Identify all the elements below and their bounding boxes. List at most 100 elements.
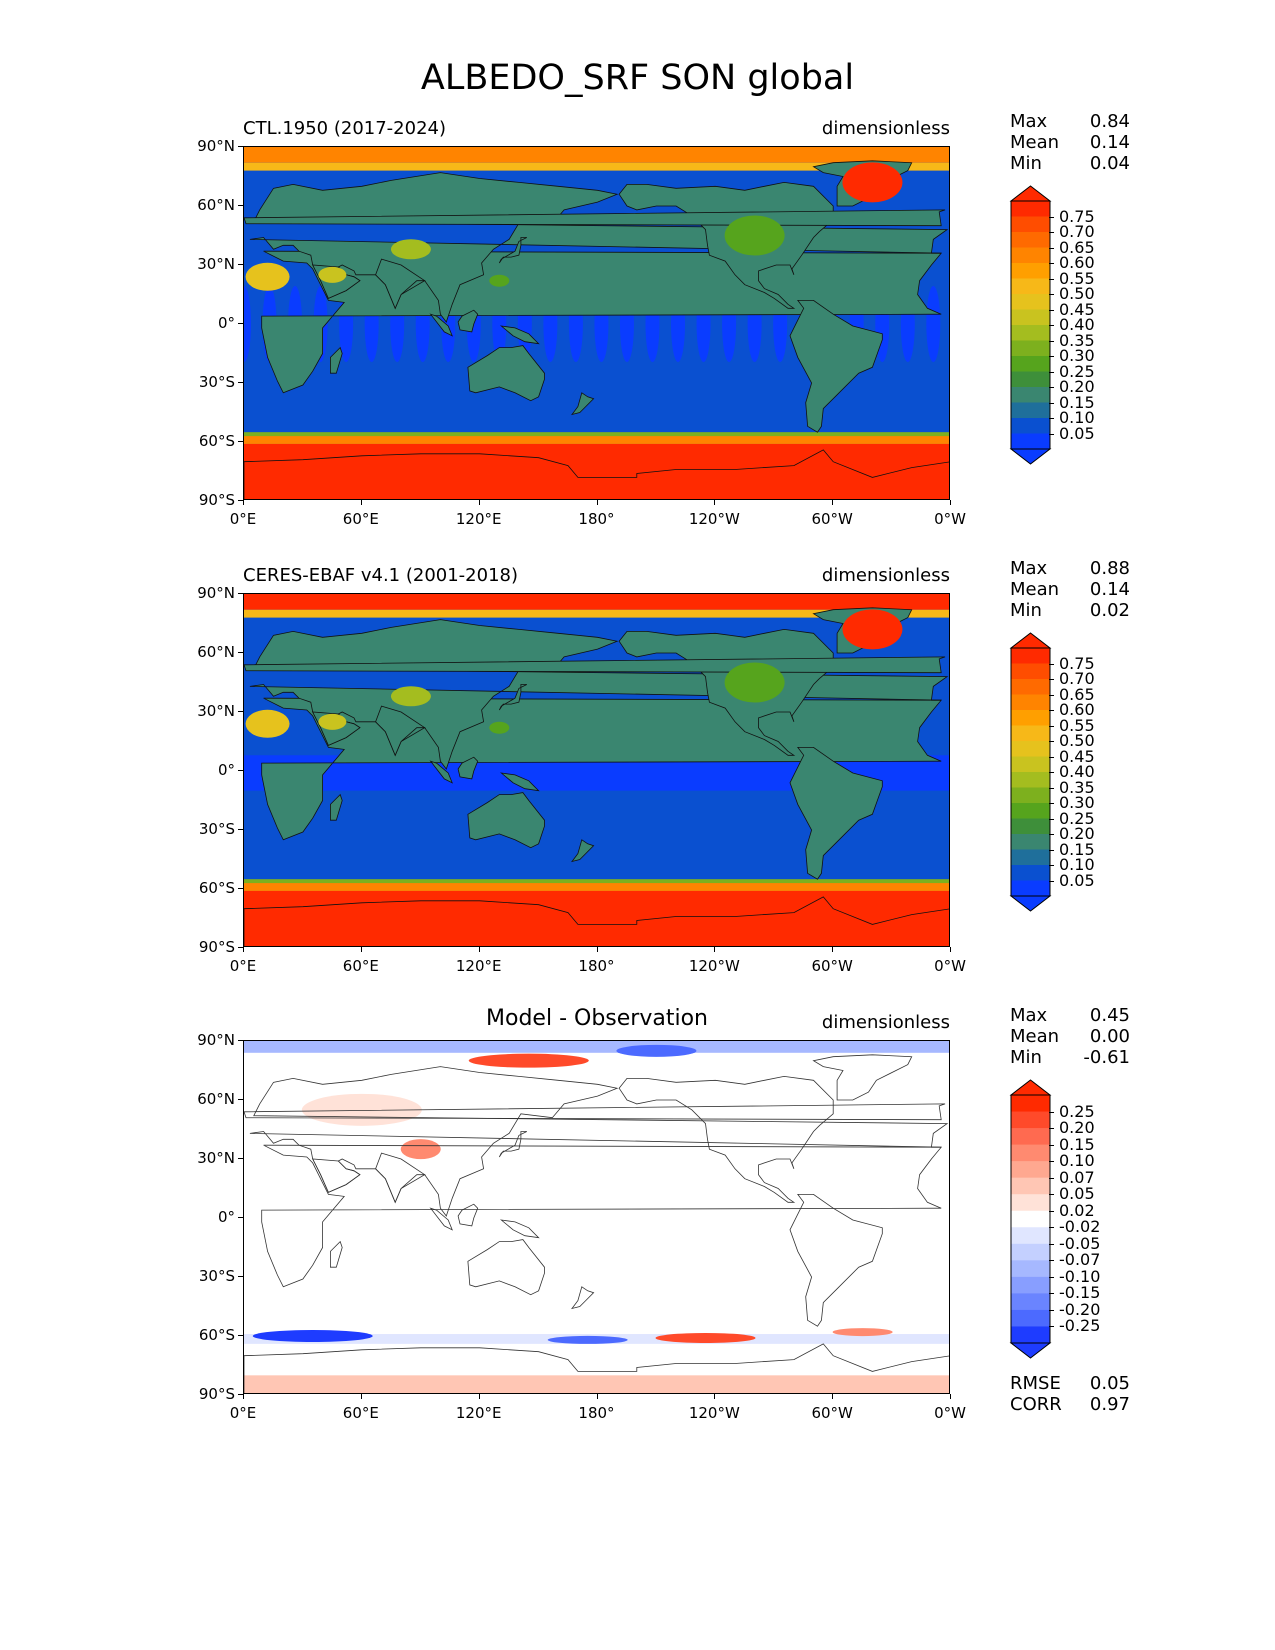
map-plot bbox=[243, 1040, 950, 1394]
coastline-india bbox=[375, 258, 427, 310]
lon-tick-label: 120°W bbox=[688, 1404, 740, 1422]
colorbar-tick-mark bbox=[1049, 1194, 1054, 1196]
colorbar-extend-max bbox=[1009, 185, 1052, 202]
colorbar-bin bbox=[1011, 216, 1050, 233]
colorbar-extend-max bbox=[1009, 1079, 1052, 1096]
southern-pos-1 bbox=[655, 1332, 756, 1343]
colorbar-tick-mark bbox=[1049, 216, 1054, 218]
stat-label: Min bbox=[1010, 1047, 1042, 1068]
lat-tick-mark bbox=[238, 829, 243, 830]
colorbar-tick-mark bbox=[1049, 433, 1054, 435]
colorbar-bin bbox=[1011, 1095, 1050, 1113]
colorbar-bin bbox=[1011, 772, 1050, 788]
stat-label: Mean bbox=[1010, 579, 1060, 600]
colorbar-bin bbox=[1011, 1111, 1050, 1129]
colorbar-tick-mark bbox=[1049, 294, 1054, 295]
colorbar-tick-mark bbox=[1049, 263, 1054, 264]
colorbar-bin bbox=[1011, 880, 1050, 897]
lat-tick-label: 90°S bbox=[198, 1385, 235, 1403]
stat-value: 0.02 bbox=[1089, 600, 1130, 621]
colorbar-tick-mark bbox=[1049, 865, 1054, 866]
colorbar-bin bbox=[1011, 818, 1050, 835]
colorbar-tick-label: 0.10 bbox=[1059, 408, 1095, 427]
stat-label: RMSE bbox=[1010, 1373, 1061, 1394]
lon-tick-label: 120°E bbox=[455, 510, 502, 528]
arctic-neg bbox=[616, 1044, 697, 1057]
coastline-southAmerica bbox=[789, 299, 883, 433]
colorbar-tick-mark bbox=[1049, 278, 1054, 280]
colorbar-tick-label: 0.05 bbox=[1059, 1184, 1095, 1204]
lon-tick-label: 0°E bbox=[229, 957, 257, 975]
colorbar-bin bbox=[1011, 865, 1050, 881]
colorbar-tick-label: -0.20 bbox=[1059, 1299, 1101, 1319]
colorbar-bin bbox=[1011, 418, 1050, 434]
colorbar-bin bbox=[1011, 1326, 1050, 1344]
tibet-high-albedo bbox=[390, 686, 431, 707]
colorbar-bin bbox=[1011, 433, 1050, 450]
colorbar-tick-mark bbox=[1049, 356, 1054, 357]
coastline-africa bbox=[261, 1144, 943, 1288]
colorbar-extend-min bbox=[1009, 1342, 1052, 1359]
coastline-newGuinea bbox=[499, 772, 540, 792]
colorbar-tick-label: 0.15 bbox=[1059, 1134, 1095, 1154]
colorbar-tick-label: 0.20 bbox=[1059, 377, 1095, 396]
colorbar-bin bbox=[1011, 1276, 1050, 1294]
colorbar-tick-mark bbox=[1049, 834, 1054, 835]
coastline-eurasia bbox=[249, 172, 949, 323]
lon-tick-label: 60°E bbox=[342, 510, 379, 528]
colorbar-tick-mark bbox=[1049, 340, 1054, 342]
arctic-diff bbox=[244, 1041, 949, 1053]
colorbar-tick-label: -0.02 bbox=[1059, 1217, 1101, 1237]
lon-tick-label: 180° bbox=[578, 510, 615, 528]
colorbar-tick-label: 0.30 bbox=[1059, 346, 1095, 365]
colorbar-tick-label: 0.07 bbox=[1059, 1167, 1095, 1187]
lat-tick-label: 90°N bbox=[197, 1031, 235, 1049]
tibet-pos bbox=[400, 1139, 441, 1160]
colorbar-tick-label: 0.05 bbox=[1059, 870, 1095, 890]
greenland-ice bbox=[842, 609, 903, 650]
colorbar-tick-mark bbox=[1049, 418, 1054, 419]
colorbar-bin bbox=[1011, 710, 1050, 726]
colorbar-bin bbox=[1011, 849, 1050, 866]
coastline-japan bbox=[498, 1131, 527, 1158]
colorbar-tick-label: 0.05 bbox=[1059, 423, 1095, 443]
lat-tick-mark bbox=[238, 146, 243, 147]
colorbar-tick-label: -0.25 bbox=[1059, 1316, 1101, 1336]
map-plot bbox=[243, 146, 950, 500]
colorbar-0 bbox=[1009, 185, 1052, 465]
stat-value: 0.14 bbox=[1089, 579, 1130, 600]
colorbar-tick-label: 0.65 bbox=[1059, 684, 1095, 704]
colorbar-bin bbox=[1011, 340, 1050, 357]
stat-label: CORR bbox=[1010, 1394, 1062, 1415]
southern-ice-edge bbox=[244, 432, 949, 437]
southern-pos-2 bbox=[832, 1328, 893, 1337]
colorbar-bin bbox=[1011, 1293, 1050, 1311]
lon-tick-label: 180° bbox=[578, 957, 615, 975]
colorbar-tick-label: 0.55 bbox=[1059, 715, 1095, 735]
lat-tick-label: 0° bbox=[217, 761, 235, 779]
colorbar-tick-mark bbox=[1049, 756, 1054, 758]
lon-tick-label: 0°W bbox=[934, 510, 966, 528]
southern-ocean-band bbox=[244, 881, 949, 891]
colorbar-bin bbox=[1011, 1144, 1050, 1162]
colorbar-tick-label: 0.35 bbox=[1059, 777, 1095, 797]
colorbar-tick-label: -0.10 bbox=[1059, 1266, 1101, 1286]
colorbar-bin bbox=[1011, 1243, 1050, 1261]
coastline-newGuinea bbox=[499, 325, 540, 345]
colorbar-tick-label: 0.40 bbox=[1059, 762, 1095, 781]
colorbar-tick-label: 0.15 bbox=[1059, 839, 1095, 859]
colorbar-tick-label: -0.15 bbox=[1059, 1283, 1101, 1303]
lat-tick-mark bbox=[238, 770, 243, 771]
colorbar-tick-mark bbox=[1049, 803, 1054, 804]
coastline-antarctica bbox=[244, 449, 949, 499]
colorbar-tick-mark bbox=[1049, 772, 1054, 773]
lon-tick-mark bbox=[832, 500, 834, 505]
colorbar-bin bbox=[1011, 1309, 1050, 1327]
lon-tick-mark bbox=[596, 947, 598, 952]
coastline-southAmerica bbox=[789, 746, 883, 880]
coastline-northAmerica bbox=[618, 1075, 834, 1203]
lon-tick-label: 180° bbox=[578, 1404, 615, 1422]
stat-label: Max bbox=[1010, 558, 1048, 579]
lon-tick-mark bbox=[243, 500, 244, 505]
colorbar-tick-label: -0.05 bbox=[1059, 1233, 1101, 1253]
